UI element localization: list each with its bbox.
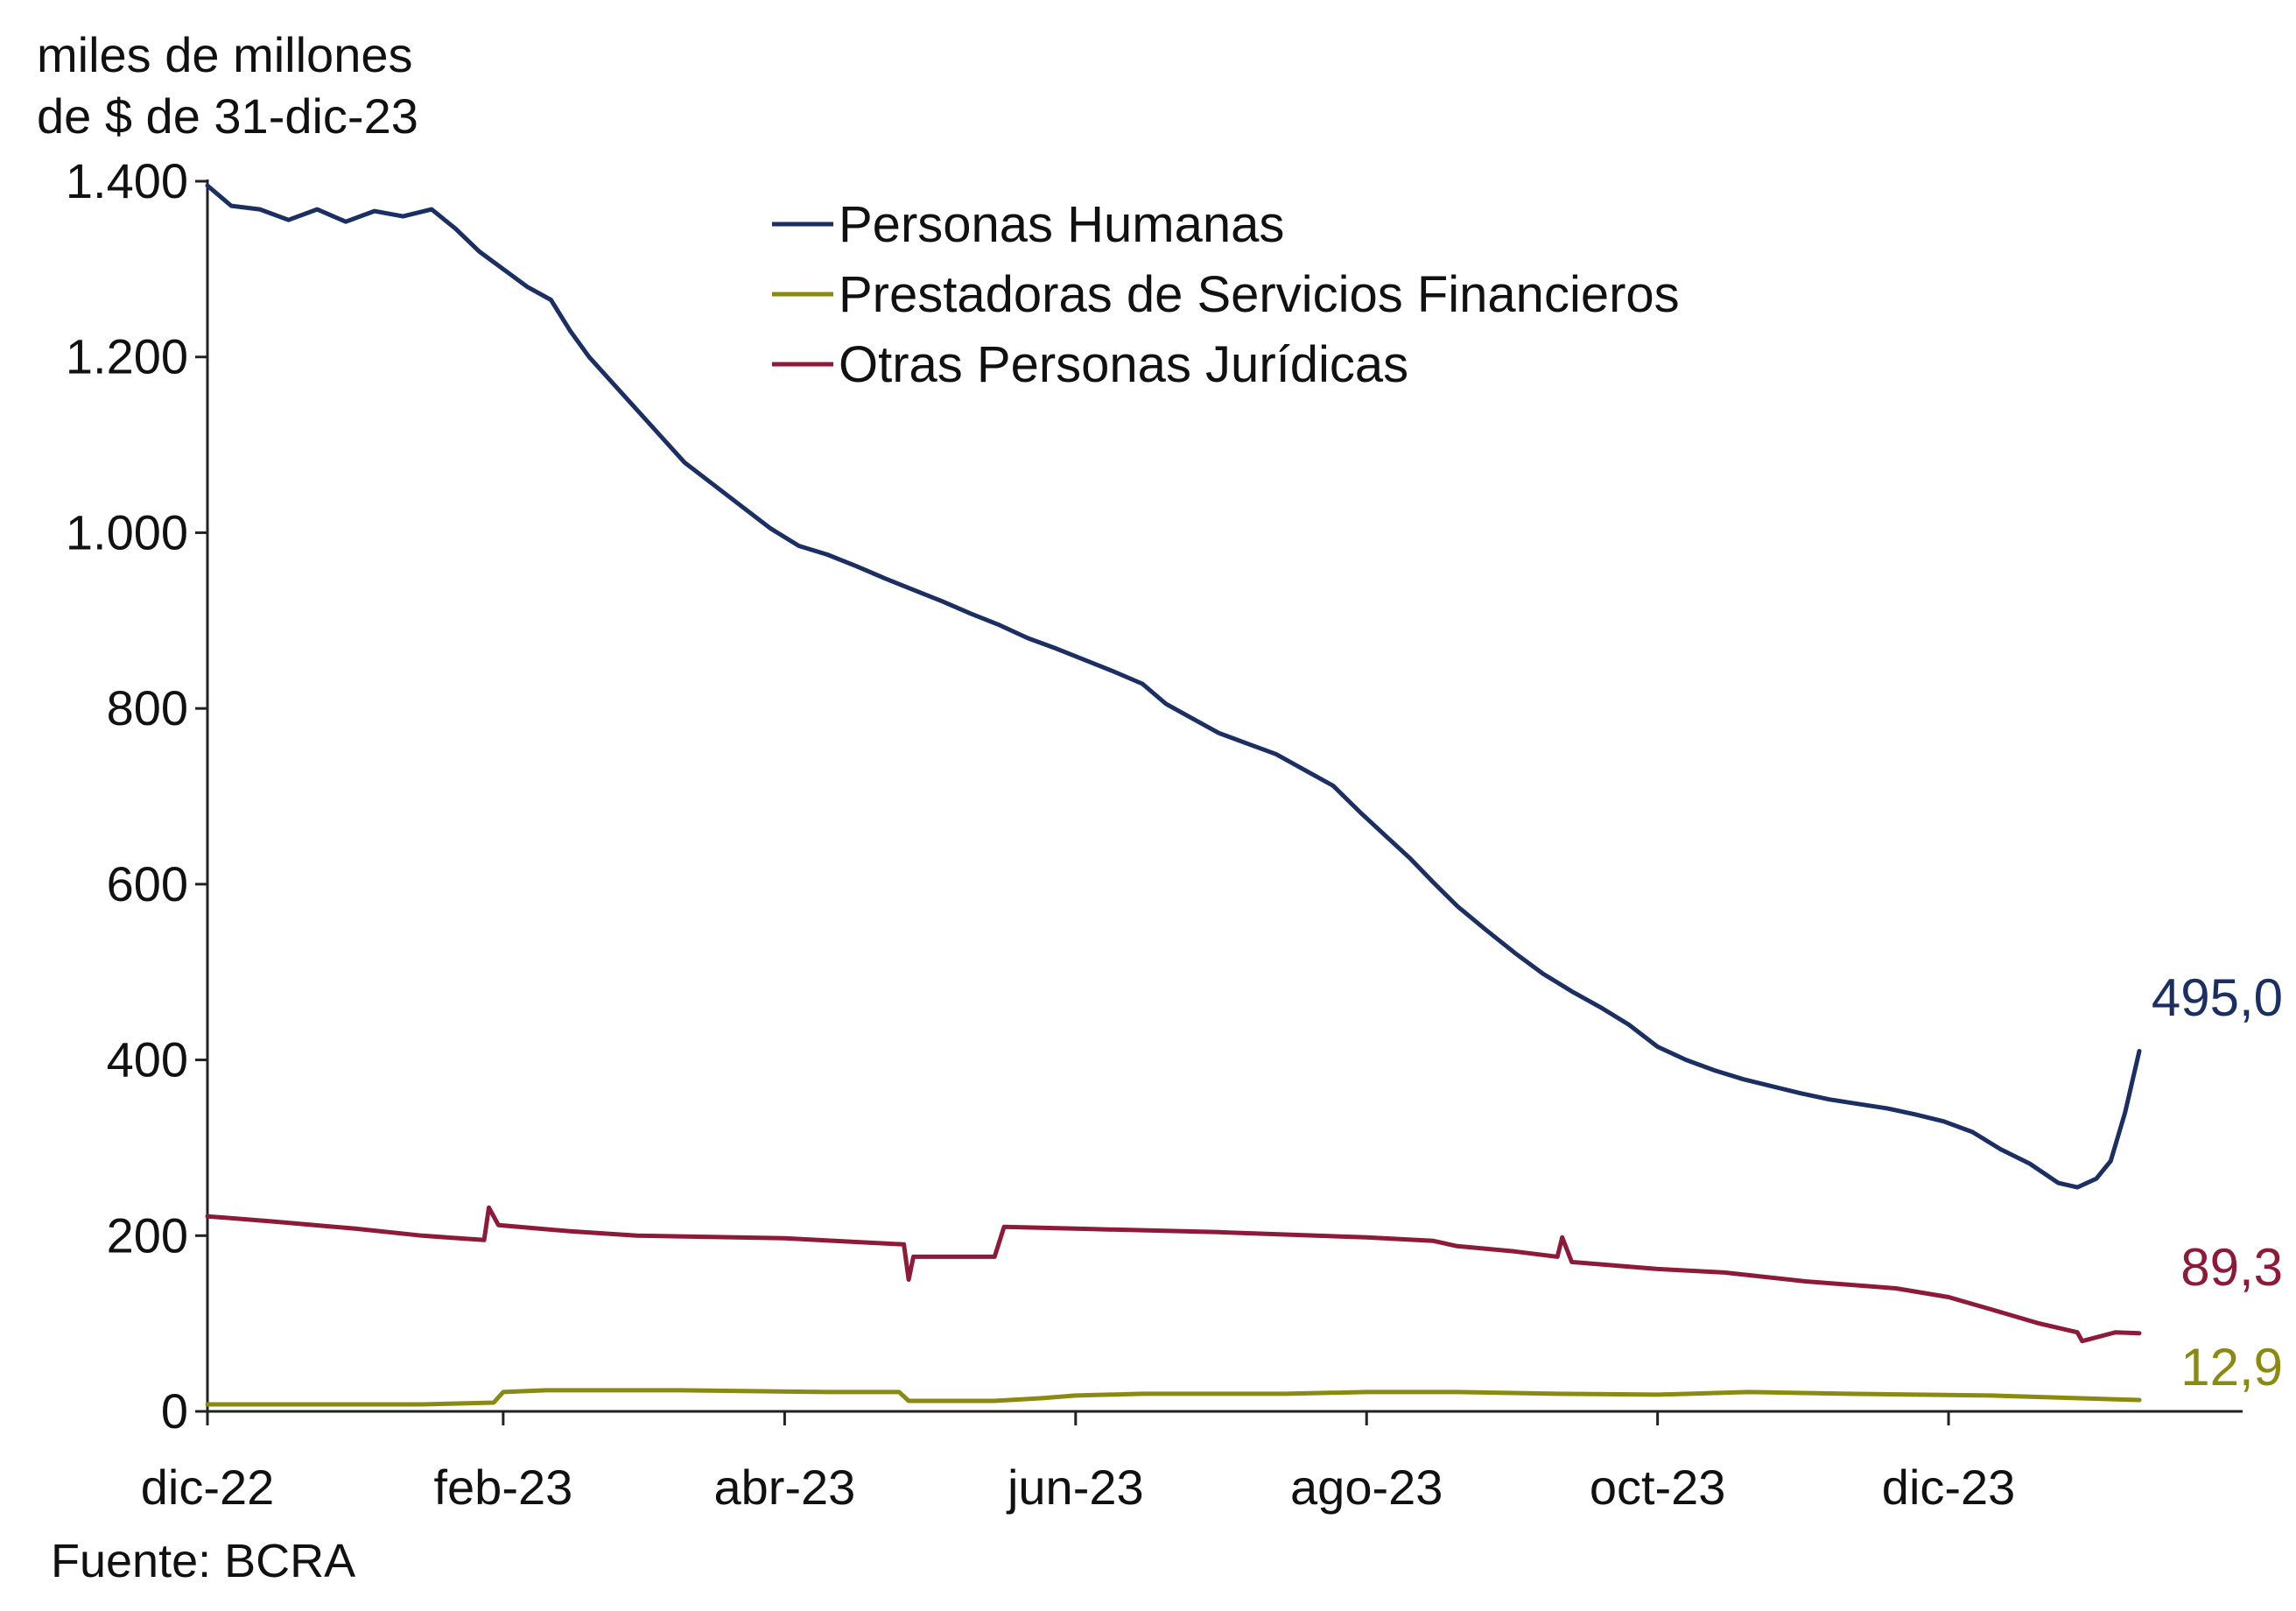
x-tick-label: oct-23 xyxy=(1590,1460,1726,1515)
x-tick-label: jun-23 xyxy=(1006,1460,1144,1515)
legend: Personas Humanas Prestadoras de Servicios… xyxy=(772,196,1680,393)
y-tick-label: 200 xyxy=(107,1207,188,1263)
x-tick-label: abr-23 xyxy=(713,1460,855,1515)
y-axis-title-line-2: de $ de 31-dic-23 xyxy=(37,88,418,144)
end-labels: 495,0 12,9 89,3 xyxy=(2152,968,2283,1396)
end-value-label-0: 495,0 xyxy=(2152,968,2283,1027)
y-tick-label: 0 xyxy=(161,1383,188,1439)
series-lines xyxy=(205,183,2142,1407)
y-tick-label: 400 xyxy=(107,1032,188,1087)
legend-label-2: Otras Personas Jurídicas xyxy=(839,336,1408,393)
x-tick-label: dic-22 xyxy=(141,1460,275,1515)
source-note: Fuente: BCRA xyxy=(51,1535,356,1587)
x-tick-label: ago-23 xyxy=(1290,1460,1443,1515)
axes: 0 200 400 600 800 1.000 1.200 1.400 dic-22 feb-23… xyxy=(66,153,2243,1515)
x-tick-label: dic-23 xyxy=(1882,1460,2016,1515)
y-tick-label: 1.400 xyxy=(66,153,188,208)
y-tick-label: 800 xyxy=(107,680,188,735)
x-tick-label: feb-23 xyxy=(433,1460,572,1515)
legend-label-1: Prestadoras de Servicios Financieros xyxy=(839,266,1680,323)
series-line-2 xyxy=(205,1205,2142,1344)
end-value-label-1: 12,9 xyxy=(2180,1338,2283,1396)
y-tick-label: 600 xyxy=(107,856,188,911)
series-line-1 xyxy=(205,1388,2142,1407)
legend-label-0: Personas Humanas xyxy=(839,196,1284,253)
y-tick-label: 1.200 xyxy=(66,329,188,384)
series-line-0 xyxy=(205,183,2142,1190)
y-tick-label: 1.000 xyxy=(66,504,188,559)
end-value-label-2: 89,3 xyxy=(2180,1238,2283,1297)
y-axis-title-line-1: miles de millones xyxy=(37,27,413,82)
